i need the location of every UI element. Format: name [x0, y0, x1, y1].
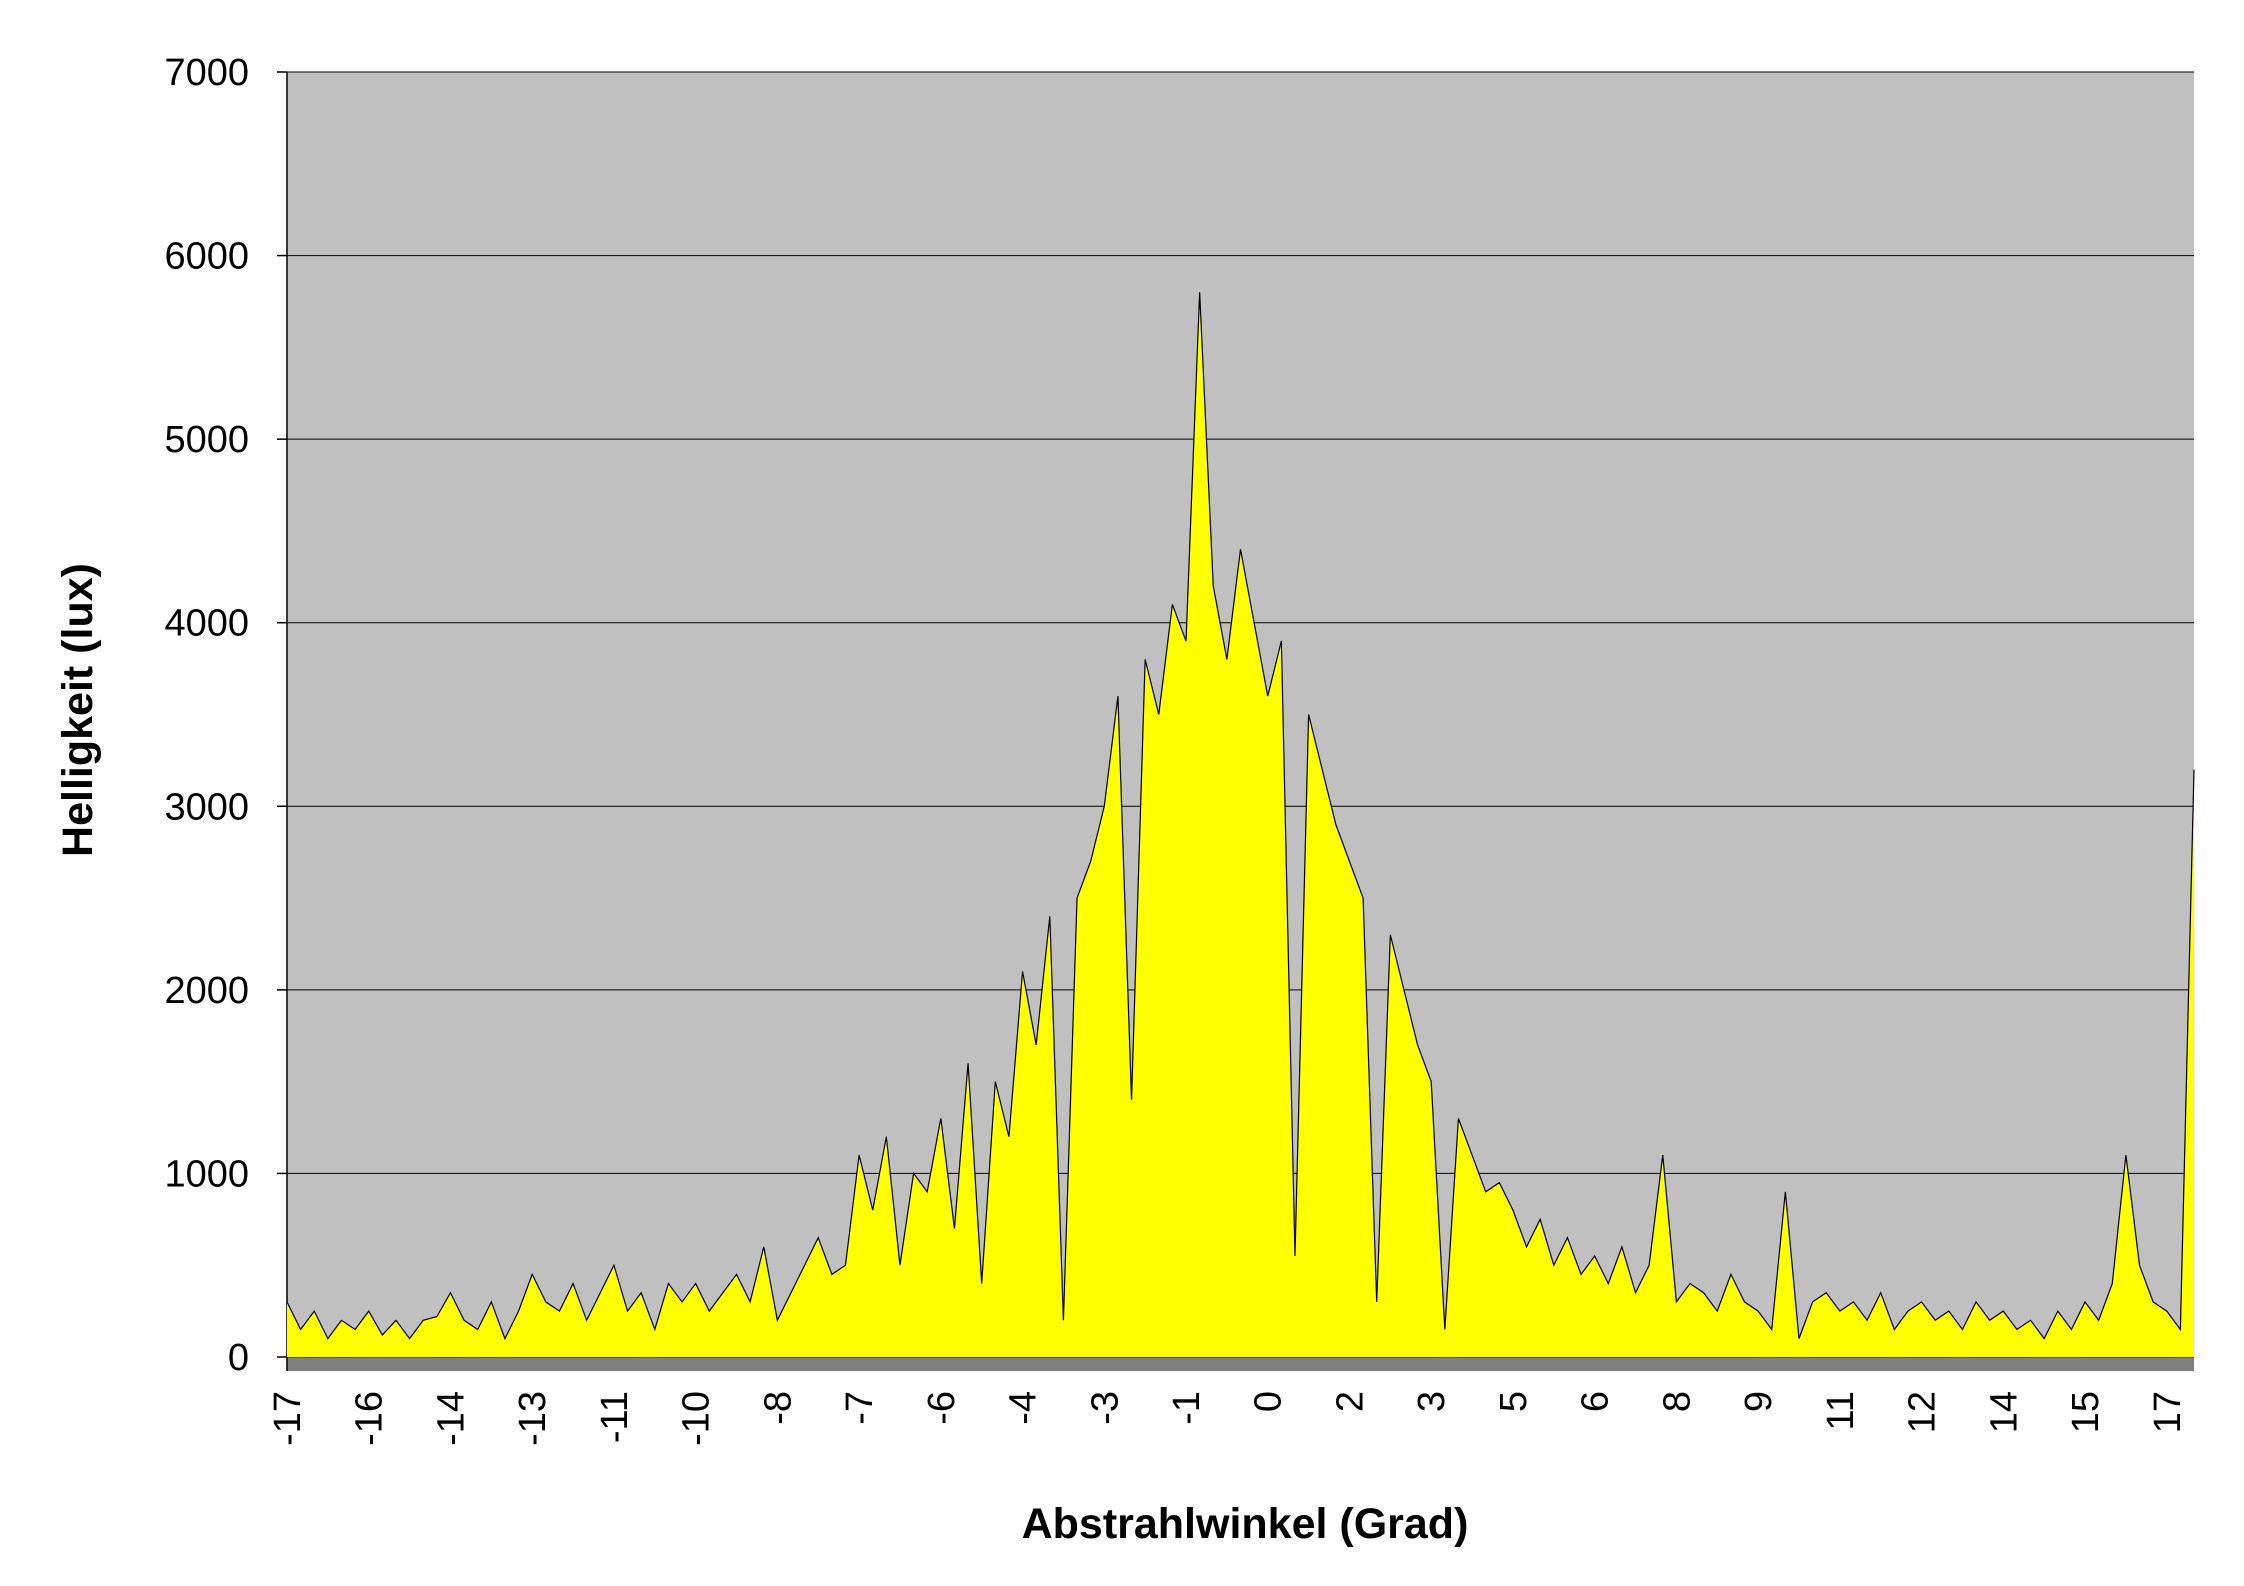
- x-tick-label: 0: [1248, 1391, 1290, 1412]
- area-line: [286, 292, 2195, 1341]
- x-tick-label: 5: [1493, 1391, 1535, 1412]
- x-tick-label: 6: [1575, 1391, 1617, 1412]
- y-tick-label: 4000: [164, 603, 249, 645]
- x-tick-label: 2: [1329, 1391, 1371, 1412]
- y-tick-label: 6000: [164, 236, 249, 278]
- x-tick-label: -10: [676, 1391, 718, 1446]
- x-tick-label: -4: [1003, 1391, 1045, 1425]
- x-tick-label: -1: [1166, 1391, 1208, 1425]
- area: [287, 292, 2194, 1357]
- y-axis-title: Helligkeit (lux): [54, 563, 102, 857]
- x-tick-label: -17: [267, 1391, 309, 1446]
- x-tick-label: -8: [757, 1391, 799, 1425]
- y-tick-label: 0: [228, 1337, 249, 1379]
- x-tick-label: -7: [839, 1391, 881, 1425]
- x-tick-label: 12: [1902, 1391, 1944, 1433]
- x-tick-label: -3: [1084, 1391, 1126, 1425]
- x-tick-label: 9: [1738, 1391, 1780, 1412]
- x-tick-label: 14: [1983, 1391, 2025, 1433]
- y-tick-label: 5000: [164, 419, 249, 461]
- x-tick-label: 17: [2147, 1391, 2189, 1433]
- x-tick-label: 11: [1820, 1391, 1862, 1430]
- x-tick-label: 15: [2065, 1391, 2107, 1433]
- x-tick-label: -16: [349, 1391, 391, 1446]
- x-tick-label: -13: [512, 1391, 554, 1446]
- y-tick-label: 1000: [164, 1153, 249, 1195]
- x-tick-label: 3: [1411, 1391, 1453, 1412]
- x-axis-title: Abstrahlwinkel (Grad): [1022, 1500, 1469, 1548]
- y-tick-label: 2000: [164, 970, 249, 1012]
- x-tick-label: 8: [1656, 1391, 1698, 1412]
- x-tick-label: -11: [594, 1391, 636, 1443]
- x-tick-label: -6: [921, 1391, 963, 1425]
- y-tick-label: 3000: [164, 786, 249, 828]
- x-tick-label: -14: [430, 1391, 472, 1446]
- plot-floor: [287, 1357, 2194, 1371]
- y-tick-label: 7000: [164, 52, 249, 94]
